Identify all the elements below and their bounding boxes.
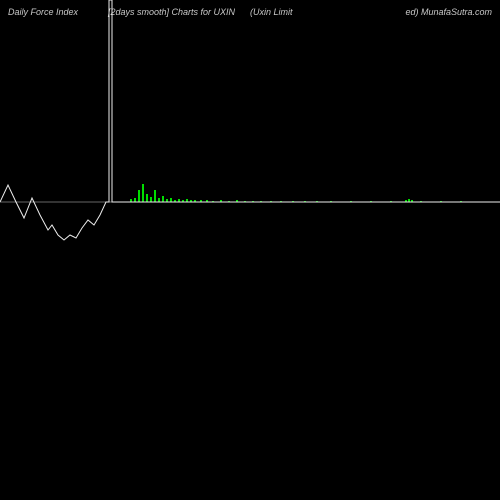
chart-svg (0, 0, 500, 500)
force-index-chart (0, 0, 500, 500)
